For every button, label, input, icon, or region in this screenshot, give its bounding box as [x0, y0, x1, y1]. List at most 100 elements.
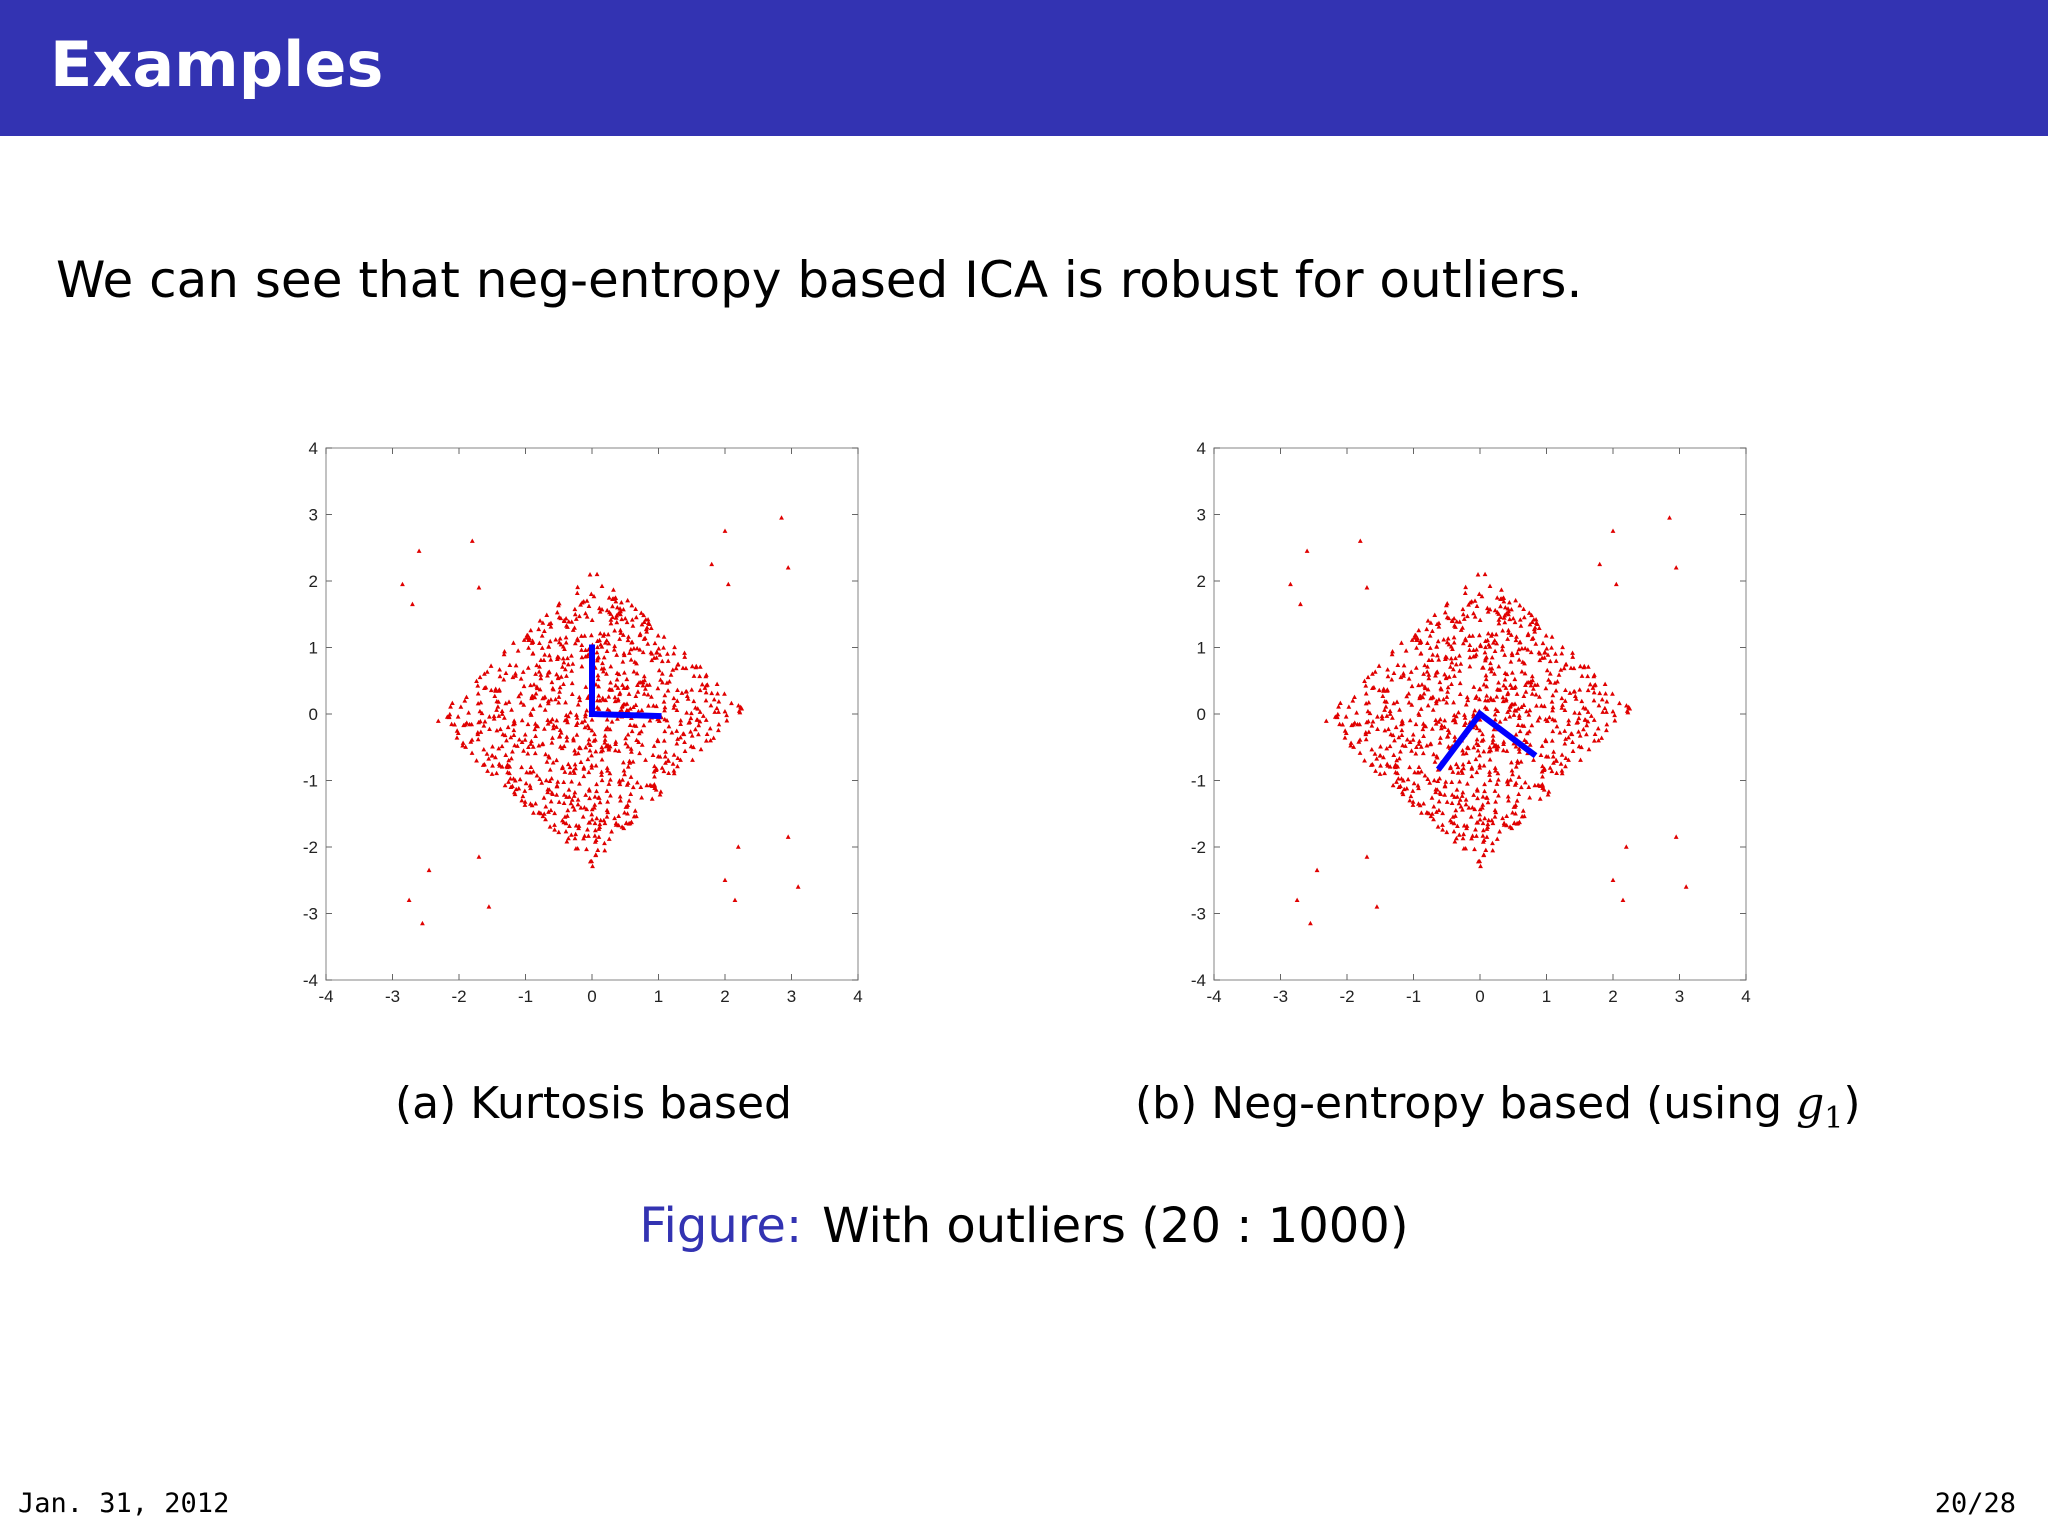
data-point [1545, 754, 1551, 759]
data-point [639, 795, 645, 800]
data-point [533, 733, 539, 738]
data-point [1443, 602, 1449, 608]
data-point [697, 664, 703, 669]
data-point [1378, 744, 1383, 749]
data-point [496, 761, 502, 766]
data-point [1529, 612, 1535, 618]
data-point [638, 610, 644, 615]
data-point [1452, 673, 1457, 678]
data-point [1558, 667, 1564, 672]
data-point [1531, 686, 1536, 691]
data-point [641, 673, 647, 679]
data-point [586, 820, 592, 825]
data-point [678, 757, 683, 762]
data-point [1489, 817, 1495, 823]
outlier-point [1357, 538, 1363, 543]
data-point [1603, 691, 1608, 696]
data-point [578, 602, 583, 607]
data-point [702, 685, 708, 690]
data-point [1572, 693, 1578, 699]
data-point [1501, 615, 1507, 620]
data-point [554, 783, 560, 788]
data-point [661, 634, 667, 639]
data-point [1448, 664, 1453, 669]
data-point [572, 751, 578, 756]
data-point [1421, 733, 1427, 738]
data-point [1570, 654, 1576, 659]
data-point [615, 716, 620, 721]
data-point [628, 657, 634, 662]
scatter-plot-b: -4 -3 -2 -1 0 1 2 3 4 -4 -3 -2 -1 0 1 2 3 4 [1158, 430, 1798, 1010]
data-point [1591, 673, 1597, 679]
data-point [609, 687, 615, 692]
data-point [566, 787, 572, 792]
data-point [1576, 710, 1582, 716]
data-point [630, 759, 636, 764]
data-point [669, 730, 675, 735]
data-point [1474, 603, 1480, 608]
data-point [1474, 833, 1479, 838]
data-point [1441, 637, 1447, 642]
data-point [563, 828, 569, 834]
data-point [646, 703, 651, 708]
data-point [1483, 847, 1489, 853]
data-point [1537, 796, 1543, 801]
data-point [1596, 702, 1602, 708]
data-point [565, 719, 570, 725]
outlier-point [1667, 515, 1672, 520]
data-point [1547, 658, 1553, 664]
data-point [594, 657, 600, 663]
data-point [1407, 717, 1413, 723]
y-tick-label: -1 [1191, 772, 1206, 791]
data-point [1379, 713, 1385, 719]
data-point [1539, 703, 1544, 708]
data-point [558, 642, 564, 647]
data-point [639, 742, 645, 747]
data-point [1513, 637, 1519, 643]
data-point [554, 724, 559, 729]
data-point [591, 593, 597, 599]
data-point [1506, 608, 1511, 614]
data-point [1492, 648, 1498, 654]
data-point [625, 732, 631, 737]
data-point [1480, 665, 1486, 670]
data-point [1357, 721, 1363, 727]
data-point [1492, 607, 1498, 613]
data-point [524, 633, 530, 638]
data-point [1425, 702, 1431, 708]
data-point [489, 753, 495, 758]
data-point [1591, 738, 1597, 743]
data-point [1406, 691, 1412, 696]
data-point [1450, 769, 1456, 774]
data-point [671, 651, 677, 656]
data-point [619, 824, 625, 829]
y-tick-label: -3 [303, 905, 318, 924]
data-point [633, 702, 639, 707]
data-point [511, 640, 516, 645]
data-point [1380, 693, 1386, 699]
data-point [522, 737, 528, 742]
data-point [583, 684, 589, 689]
outlier-point [1597, 561, 1603, 567]
data-point [1512, 701, 1518, 706]
data-point [1410, 788, 1416, 793]
data-point [1443, 779, 1449, 784]
data-point [549, 776, 555, 781]
data-point [709, 690, 715, 696]
data-point [1421, 691, 1427, 696]
data-point [1497, 829, 1502, 834]
data-point [551, 722, 557, 728]
data-point [1363, 731, 1369, 737]
data-point [1389, 651, 1395, 657]
data-point [672, 702, 677, 707]
data-point [1409, 637, 1415, 642]
data-point [1445, 689, 1451, 694]
data-point [1532, 682, 1538, 687]
data-point [574, 712, 579, 717]
data-point [1488, 660, 1493, 666]
data-point [1462, 590, 1468, 596]
data-point [1381, 754, 1386, 760]
data-point [1417, 802, 1423, 808]
data-point [585, 695, 590, 700]
data-point [499, 743, 505, 749]
